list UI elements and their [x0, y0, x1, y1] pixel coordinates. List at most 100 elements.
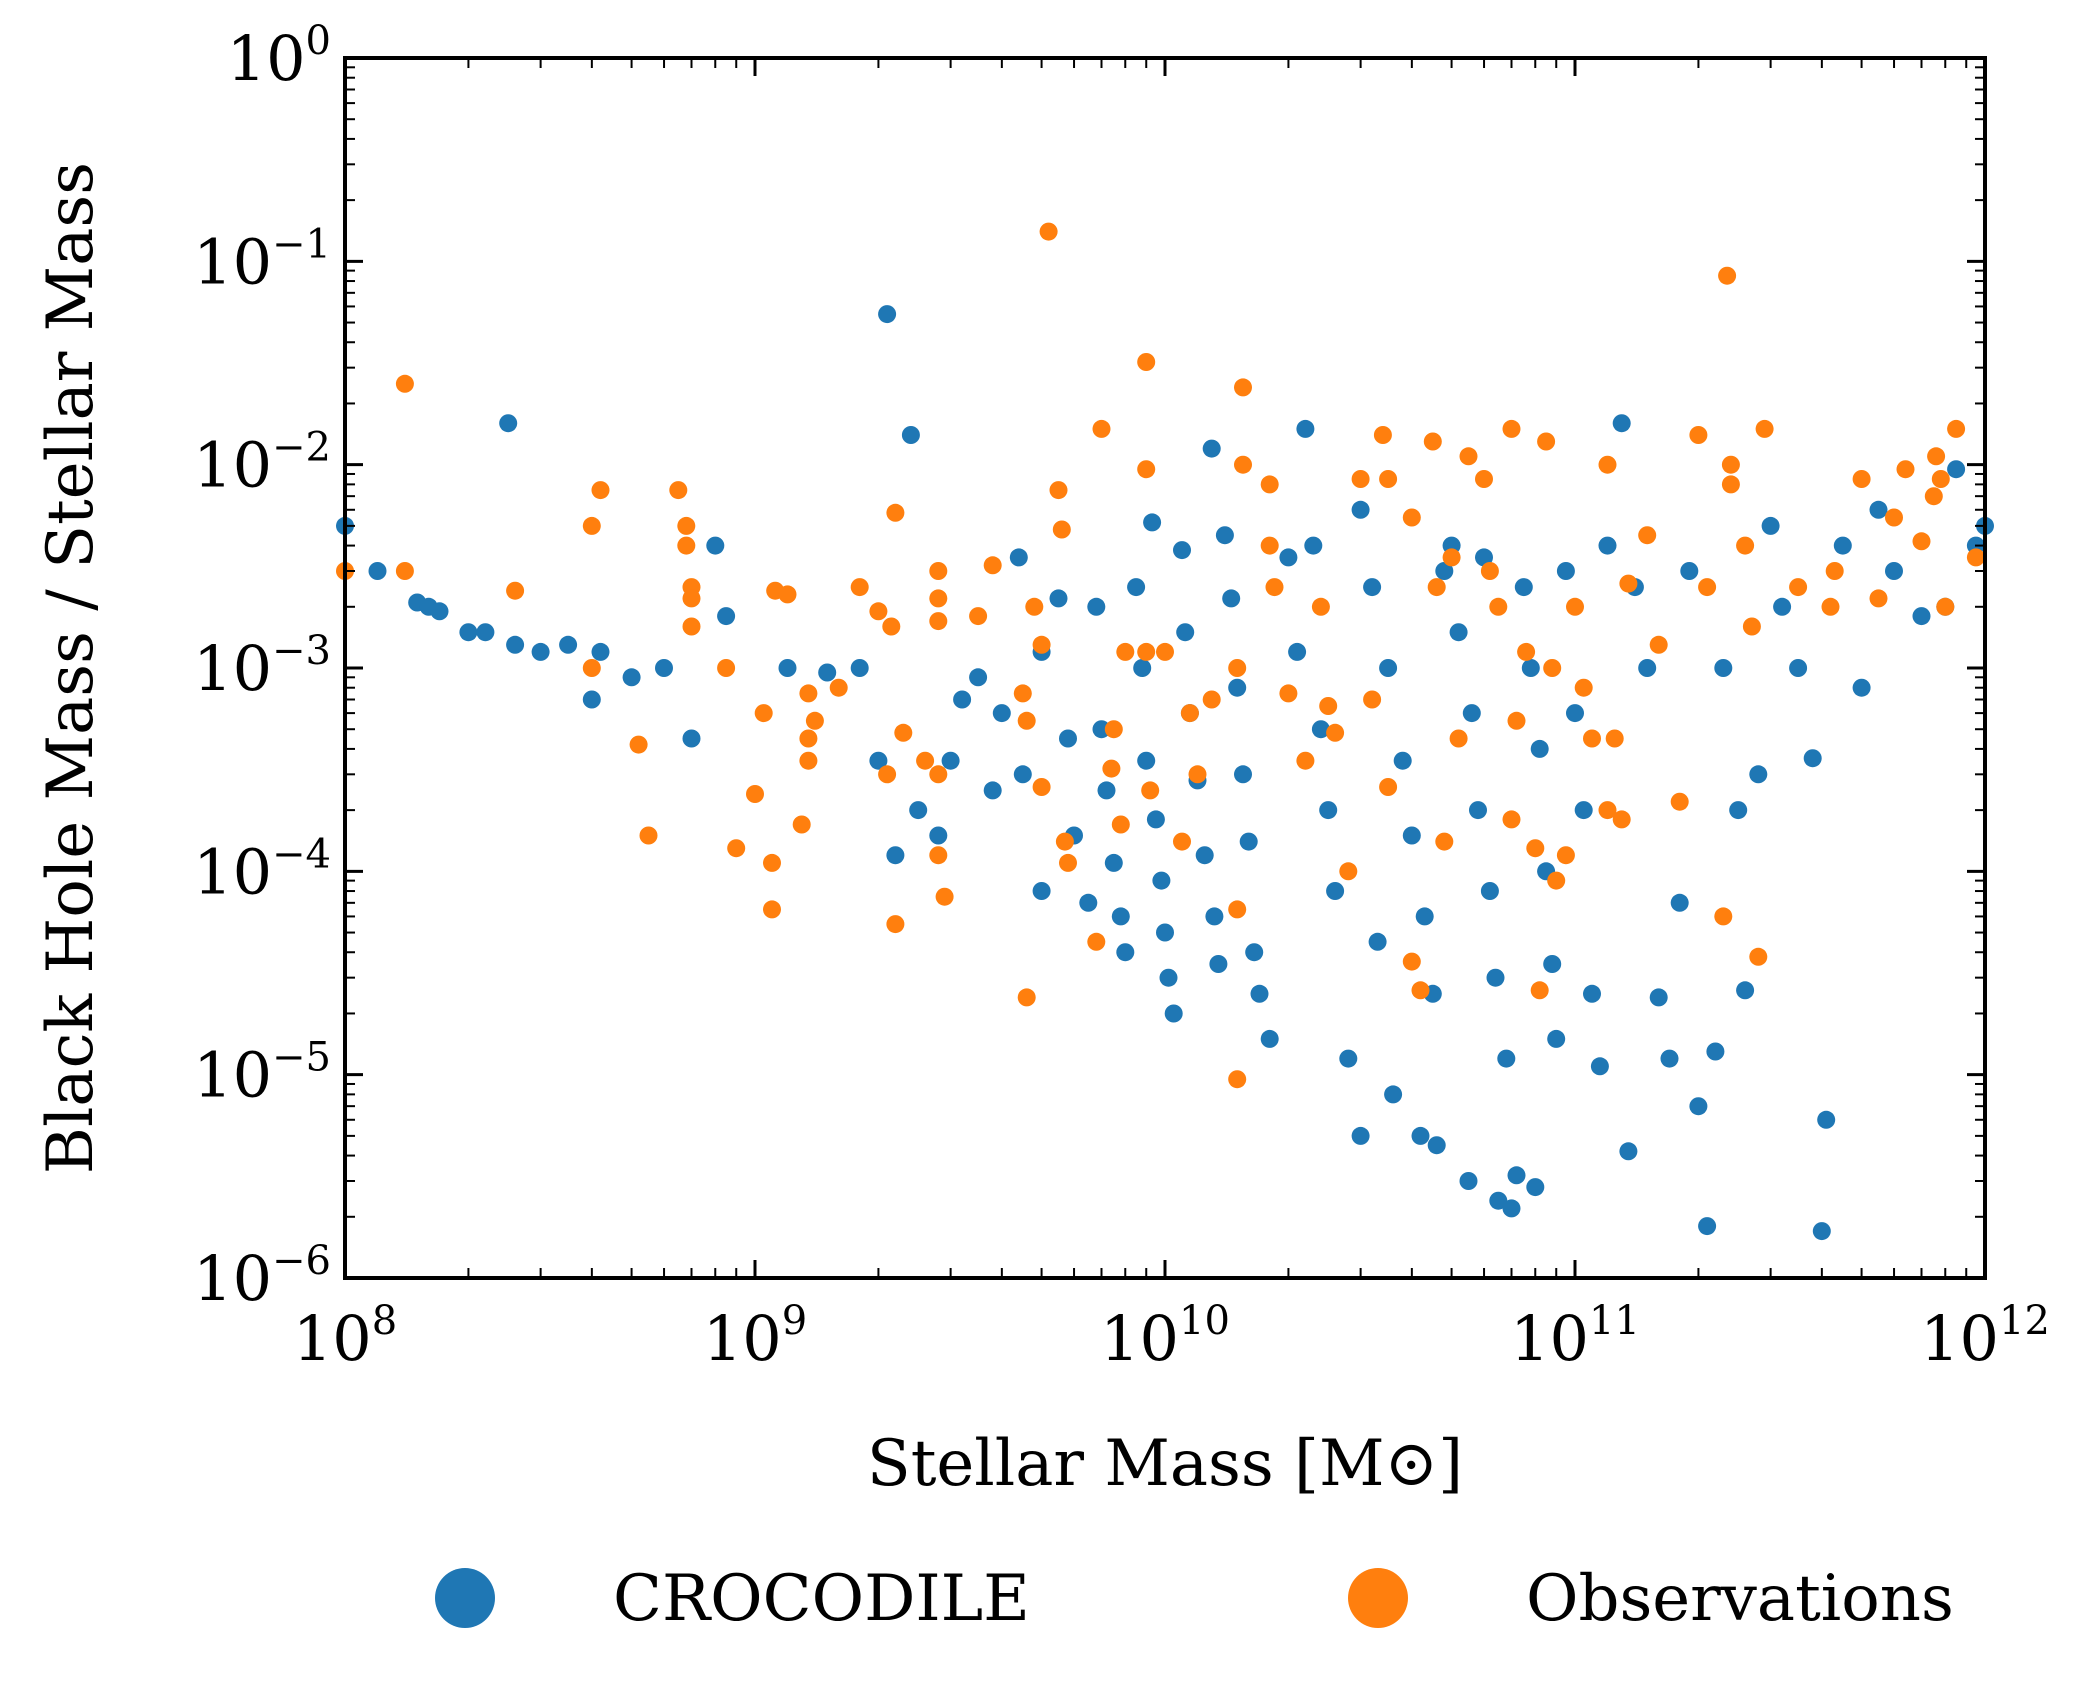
point-observations-31: [878, 765, 897, 784]
point-crocodile-131: [1749, 765, 1768, 784]
point-crocodile-35: [1032, 882, 1051, 900]
point-crocodile-64: [1222, 589, 1241, 608]
point-observations-48: [1025, 597, 1044, 616]
point-crocodile-114: [1583, 984, 1601, 1003]
point-observations-47: [1017, 988, 1036, 1007]
point-observations-77: [1260, 475, 1279, 494]
point-observations-16: [727, 839, 746, 858]
point-crocodile-68: [1245, 943, 1264, 962]
point-observations-85: [1351, 470, 1370, 488]
point-observations-39: [929, 612, 948, 631]
point-crocodile-140: [1869, 500, 1888, 519]
point-crocodile-23: [901, 426, 920, 444]
y-tick-label-1-exponent: −1: [272, 221, 331, 267]
point-crocodile-105: [1521, 659, 1540, 677]
x-tick-label-1-base: 10: [703, 1302, 782, 1375]
point-observations-69: [1188, 765, 1207, 784]
legend-label-observations: Observations: [1526, 1562, 1954, 1636]
point-observations-33: [886, 503, 905, 522]
point-observations-82: [1319, 697, 1338, 715]
point-crocodile-20: [850, 659, 869, 677]
point-crocodile-82: [1368, 932, 1387, 951]
point-crocodile-5: [459, 623, 478, 642]
point-crocodile-72: [1288, 642, 1307, 661]
x-tick-label-3: 1011: [1510, 1298, 1640, 1375]
point-crocodile-49: [1143, 513, 1162, 532]
point-observations-6: [591, 481, 610, 500]
point-observations-65: [1141, 781, 1160, 800]
point-crocodile-53: [1159, 968, 1178, 987]
point-crocodile-19: [818, 663, 837, 682]
point-crocodile-50: [1146, 810, 1165, 829]
point-observations-90: [1402, 508, 1421, 527]
point-crocodile-6: [476, 623, 495, 642]
point-observations-44: [983, 556, 1002, 575]
point-observations-75: [1234, 455, 1252, 474]
point-crocodile-70: [1260, 1029, 1279, 1048]
point-crocodile-51: [1152, 871, 1171, 890]
y-tick-label-5-base: 10: [193, 1039, 272, 1112]
point-crocodile-132: [1761, 516, 1780, 535]
point-crocodile-113: [1574, 801, 1593, 820]
point-observations-108: [1537, 432, 1556, 451]
point-crocodile-61: [1205, 907, 1224, 926]
point-observations-19: [763, 853, 781, 872]
point-observations-41: [929, 846, 948, 865]
y-tick-label-0-exponent: 0: [306, 18, 331, 64]
point-observations-132: [1755, 419, 1774, 438]
point-crocodile-122: [1660, 1049, 1679, 1068]
point-observations-17: [746, 785, 764, 803]
point-crocodile-112: [1566, 704, 1584, 723]
point-observations-13: [682, 589, 701, 608]
point-crocodile-85: [1393, 751, 1412, 770]
point-crocodile-18: [778, 659, 797, 677]
point-observations-114: [1583, 729, 1601, 748]
point-crocodile-128: [1714, 659, 1733, 677]
point-observations-113: [1574, 678, 1593, 697]
ticks-layer: [343, 56, 1987, 1280]
point-crocodile-24: [886, 846, 905, 865]
point-crocodile-111: [1556, 562, 1575, 580]
y-tick-label-3: 10−3: [193, 628, 331, 705]
point-observations-40: [929, 765, 948, 784]
point-observations-60: [1111, 815, 1130, 834]
point-crocodile-9: [531, 642, 550, 661]
point-observations-66: [1156, 642, 1174, 661]
point-observations-7: [629, 735, 648, 754]
point-observations-15: [717, 659, 736, 677]
point-crocodile-73: [1296, 419, 1315, 438]
point-observations-136: [1852, 470, 1871, 488]
point-crocodile-121: [1649, 988, 1668, 1007]
point-crocodile-77: [1326, 882, 1345, 900]
point-observations-104: [1507, 711, 1526, 730]
point-observations-80: [1296, 751, 1315, 770]
x-tick-label-1: 109: [703, 1298, 807, 1375]
point-crocodile-26: [929, 826, 948, 845]
x-tick-label-1-exponent: 9: [782, 1298, 807, 1344]
legend-marker-observations: [1348, 1568, 1408, 1628]
point-observations-29: [850, 578, 869, 597]
point-crocodile-102: [1502, 1199, 1521, 1218]
point-crocodile-28: [953, 690, 972, 709]
point-observations-122: [1670, 792, 1689, 811]
point-observations-67: [1173, 832, 1191, 851]
x-axis-title-text: Stellar Mass [M⊙]: [867, 1427, 1463, 1501]
point-observations-49: [1032, 635, 1051, 654]
point-crocodile-106: [1526, 1178, 1545, 1197]
point-crocodile-107: [1530, 739, 1549, 758]
point-observations-35: [894, 723, 913, 742]
point-observations-144: [1936, 597, 1955, 616]
point-crocodile-13: [622, 668, 641, 687]
point-crocodile-67: [1239, 832, 1258, 851]
point-observations-142: [1927, 447, 1946, 466]
point-crocodile-125: [1689, 1097, 1708, 1116]
point-crocodile-101: [1497, 1049, 1516, 1068]
point-observations-121: [1649, 635, 1668, 654]
point-crocodile-27: [941, 751, 960, 770]
point-observations-103: [1502, 810, 1521, 829]
point-crocodile-94: [1459, 1172, 1478, 1190]
point-observations-96: [1442, 548, 1461, 567]
point-observations-81: [1311, 597, 1330, 616]
x-tick-label-2: 1010: [1100, 1298, 1230, 1375]
point-observations-27: [805, 711, 824, 730]
